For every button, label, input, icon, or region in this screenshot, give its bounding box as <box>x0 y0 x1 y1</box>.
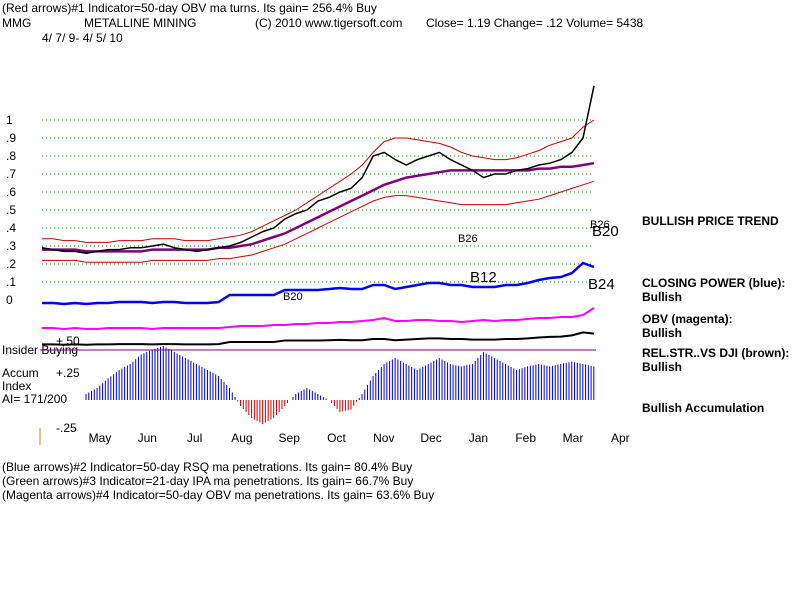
price-line <box>41 85 595 254</box>
annotation-label: B24 <box>588 276 615 293</box>
price-tick-label: .2 <box>6 257 16 271</box>
x-axis-ticks: May Jun Jul Aug Sep Oct Nov Dec Jan Feb Mar Apr <box>89 431 630 445</box>
series-lines <box>41 85 595 346</box>
copyright: (C) 2010 www.tigersoft.com <box>255 16 403 30</box>
x-tick-label: Oct <box>327 431 346 445</box>
x-tick-label: Sep <box>279 431 301 445</box>
x-tick-label: Mar <box>563 431 584 445</box>
x-tick-label: Dec <box>420 431 441 445</box>
accum-bars <box>85 346 595 424</box>
obv-status: Bullish <box>642 326 683 340</box>
accumulation-label: Bullish Accumulation <box>642 401 765 415</box>
x-tick-label: Nov <box>373 431 394 445</box>
indicator-title: (Red arrows)#1 Indicator=50-day OBV ma t… <box>2 1 377 15</box>
x-tick-label: Jun <box>138 431 157 445</box>
annotation-label: B26 <box>458 233 478 245</box>
price-tick-label: .3 <box>6 239 16 253</box>
x-tick-label: Aug <box>231 431 252 445</box>
annotation-label: B20 <box>592 223 619 240</box>
moving-average-line <box>42 161 595 253</box>
annotation-label: B12 <box>470 269 497 286</box>
footer-line-3: (Magenta arrows)#4 Indicator=50-day OBV … <box>2 488 435 502</box>
company-name: METALLINE MINING <box>84 16 197 30</box>
x-tick-label: May <box>89 431 112 445</box>
price-tick-label: 1 <box>6 113 13 127</box>
accum-label: Accum <box>2 366 39 380</box>
index-label: Index <box>2 379 32 393</box>
relstr-line <box>42 331 595 346</box>
price-trend-label: BULLISH PRICE TREND <box>642 214 779 228</box>
lower-band-line <box>42 180 595 263</box>
price-tick-label: .5 <box>6 203 16 217</box>
obv-line <box>42 307 595 331</box>
accum-axis-ticks: +.50 +.25 -.25 <box>56 334 80 435</box>
price-tick-label: .8 <box>6 149 16 163</box>
price-tick-label: .7 <box>6 167 16 181</box>
relstr-label: REL.STR..VS DJI (brown): <box>642 346 790 360</box>
x-tick-label: Jul <box>187 431 202 445</box>
price-tick-label: .6 <box>6 185 16 199</box>
x-tick-label: Jan <box>469 431 488 445</box>
date-range: 4/ 7/ 9- 4/ 5/ 10 <box>42 31 123 45</box>
price-tick-label: .9 <box>6 131 16 145</box>
annotation-label: B20 <box>283 291 303 303</box>
price-tick-label: .4 <box>6 221 16 235</box>
price-axis-ticks: 1 .9 .8 .7 .6 .5 .4 .3 .2 .1 0 <box>6 113 16 307</box>
x-tick-label: Apr <box>611 431 630 445</box>
accum-tick-label: +.25 <box>56 366 80 380</box>
footer-line-1: (Blue arrows)#2 Indicator=50-day RSQ ma … <box>2 460 413 474</box>
price-tick-label: .1 <box>6 275 16 289</box>
quote-info: Close= 1.19 Change= .12 Volume= 5438 <box>426 16 644 30</box>
relstr-status: Bullish <box>642 360 683 374</box>
accum-tick-label: +.50 <box>56 334 80 348</box>
accum-tick-label: -.25 <box>56 421 77 435</box>
closing-power-label: CLOSING POWER (blue): <box>642 276 786 290</box>
closing-power-status: Bullish <box>642 290 683 304</box>
footer-line-2: (Green arrows)#3 Indicator=21-day IPA ma… <box>2 474 414 488</box>
x-tick-label: Feb <box>515 431 536 445</box>
annotation-label: B26 <box>590 219 610 231</box>
price-tick-label: 0 <box>6 293 13 307</box>
obv-label: OBV (magenta): <box>642 312 733 326</box>
closing-power-line <box>42 261 595 306</box>
upper-band-line <box>42 119 595 243</box>
ai-score: AI= 171/200 <box>2 392 68 406</box>
ticker-symbol: MMG <box>2 16 32 30</box>
